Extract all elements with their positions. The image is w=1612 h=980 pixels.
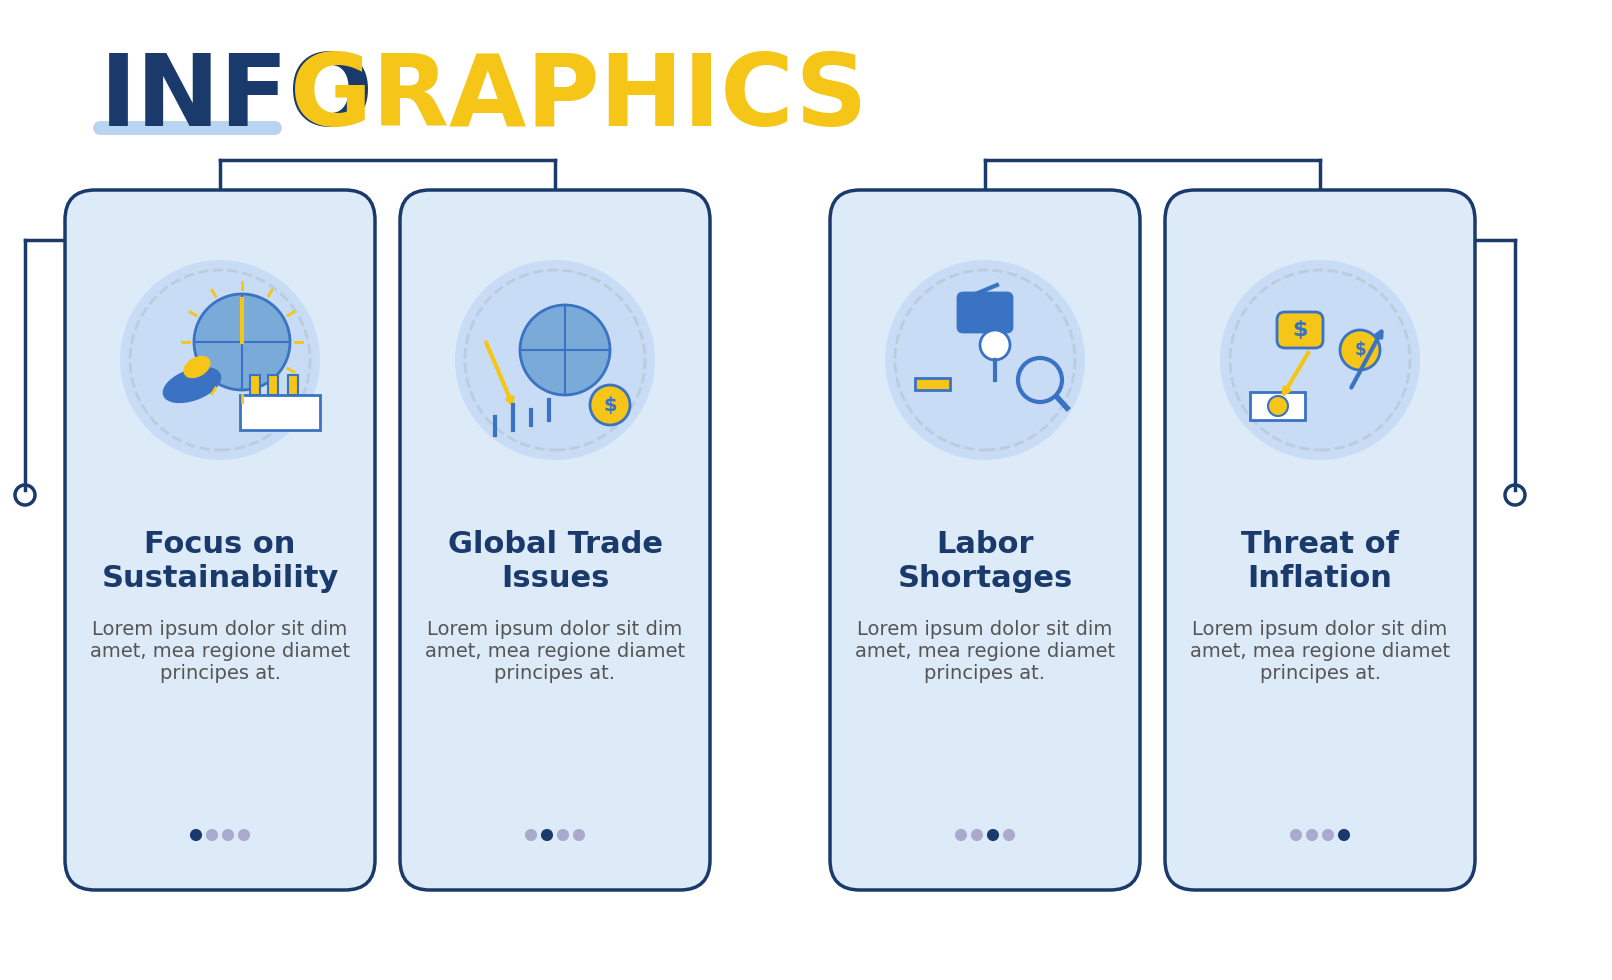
FancyBboxPatch shape — [1277, 312, 1323, 348]
Text: Lorem ipsum dolor sit dim
amet, mea regione diamet
principes at.: Lorem ipsum dolor sit dim amet, mea regi… — [90, 620, 350, 683]
FancyBboxPatch shape — [289, 375, 298, 395]
FancyBboxPatch shape — [240, 395, 321, 430]
FancyBboxPatch shape — [916, 378, 949, 390]
Circle shape — [885, 260, 1085, 460]
Circle shape — [1340, 330, 1380, 370]
Circle shape — [222, 830, 234, 840]
Text: Lorem ipsum dolor sit dim
amet, mea regione diamet
principes at.: Lorem ipsum dolor sit dim amet, mea regi… — [854, 620, 1116, 683]
Text: $: $ — [1354, 341, 1365, 359]
Text: $: $ — [1293, 320, 1307, 340]
FancyBboxPatch shape — [400, 190, 709, 890]
Circle shape — [558, 830, 567, 840]
Text: $: $ — [603, 396, 617, 415]
FancyBboxPatch shape — [830, 190, 1140, 890]
Circle shape — [542, 830, 551, 840]
FancyBboxPatch shape — [1165, 190, 1475, 890]
Circle shape — [521, 305, 609, 395]
Circle shape — [574, 830, 584, 840]
Text: Focus on
Sustainability: Focus on Sustainability — [102, 530, 339, 593]
Text: Threat of
Inflation: Threat of Inflation — [1241, 530, 1399, 593]
FancyBboxPatch shape — [250, 375, 260, 395]
Circle shape — [956, 830, 966, 840]
Circle shape — [455, 260, 654, 460]
Circle shape — [988, 830, 998, 840]
FancyBboxPatch shape — [958, 293, 1012, 332]
Circle shape — [1323, 830, 1333, 840]
Circle shape — [1269, 396, 1288, 416]
Text: Lorem ipsum dolor sit dim
amet, mea regione diamet
principes at.: Lorem ipsum dolor sit dim amet, mea regi… — [426, 620, 685, 683]
Circle shape — [1004, 830, 1014, 840]
FancyBboxPatch shape — [1249, 392, 1306, 420]
Circle shape — [1220, 260, 1420, 460]
Circle shape — [206, 830, 218, 840]
Circle shape — [526, 830, 537, 840]
Circle shape — [1307, 830, 1317, 840]
FancyBboxPatch shape — [64, 190, 376, 890]
Circle shape — [980, 330, 1011, 360]
Ellipse shape — [163, 368, 221, 403]
Text: GRAPHICS: GRAPHICS — [290, 50, 867, 147]
Circle shape — [1340, 830, 1349, 840]
Text: INFO: INFO — [100, 50, 374, 147]
FancyBboxPatch shape — [268, 375, 277, 395]
Text: Global Trade
Issues: Global Trade Issues — [448, 530, 663, 593]
Circle shape — [1291, 830, 1301, 840]
Circle shape — [590, 385, 630, 425]
Text: Labor
Shortages: Labor Shortages — [898, 530, 1072, 593]
Circle shape — [193, 294, 290, 390]
Ellipse shape — [184, 357, 210, 377]
Circle shape — [190, 830, 202, 840]
Circle shape — [239, 830, 248, 840]
Circle shape — [119, 260, 321, 460]
Text: Lorem ipsum dolor sit dim
amet, mea regione diamet
principes at.: Lorem ipsum dolor sit dim amet, mea regi… — [1190, 620, 1451, 683]
Circle shape — [972, 830, 982, 840]
